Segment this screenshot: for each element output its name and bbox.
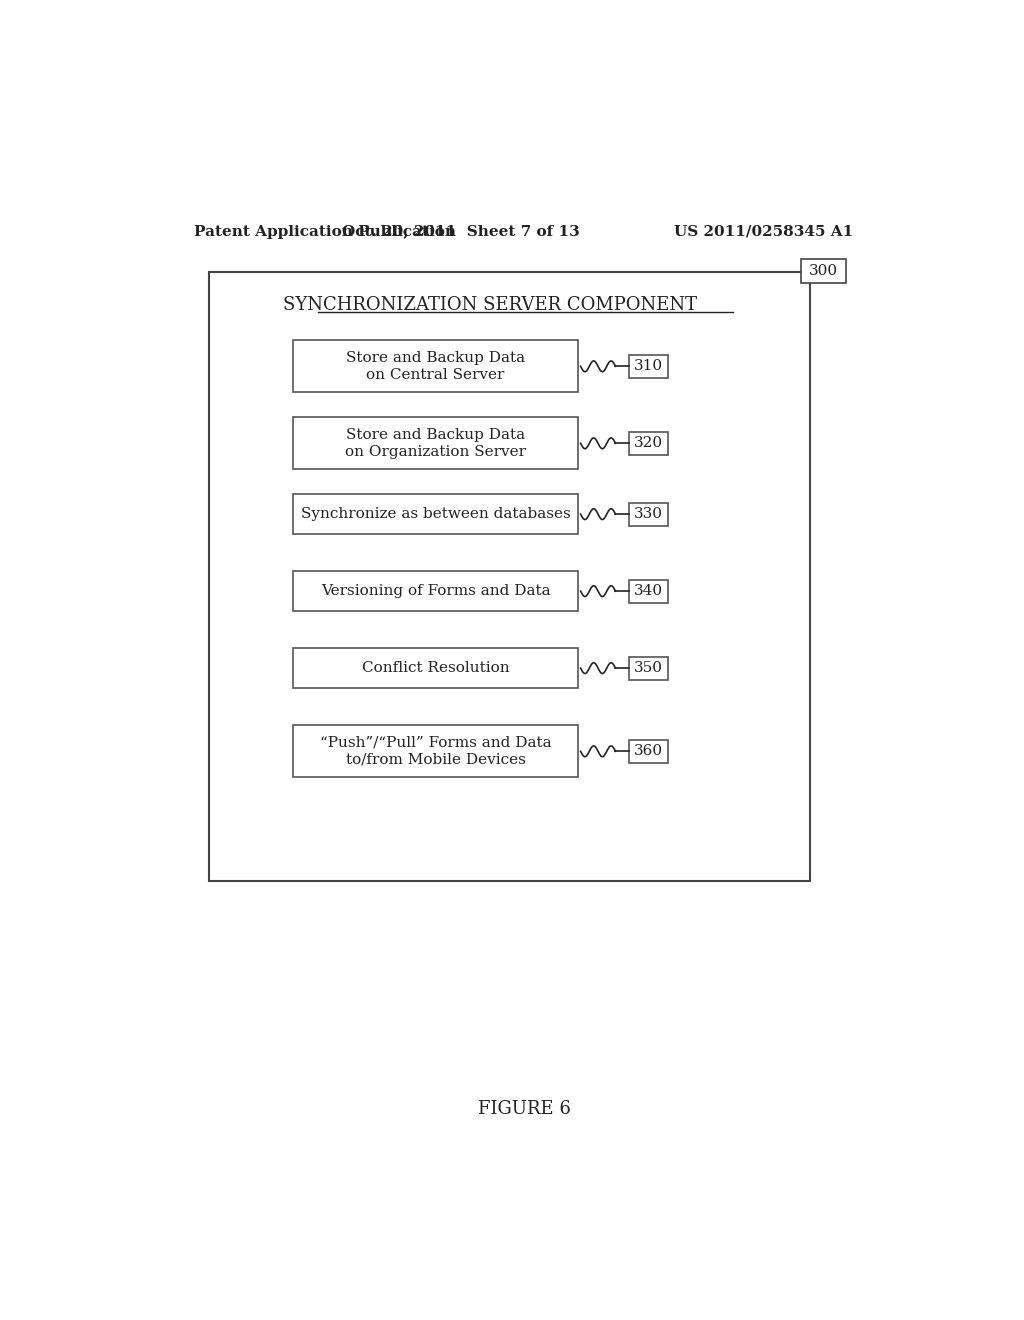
Text: “Push”/“Pull” Forms and Data: “Push”/“Pull” Forms and Data bbox=[319, 735, 552, 750]
FancyBboxPatch shape bbox=[630, 656, 669, 680]
Text: 350: 350 bbox=[634, 661, 664, 675]
Text: Store and Backup Data: Store and Backup Data bbox=[346, 351, 525, 364]
Text: on Organization Server: on Organization Server bbox=[345, 445, 526, 459]
Text: SYNCHRONIZATION SERVER COMPONENT: SYNCHRONIZATION SERVER COMPONENT bbox=[284, 296, 697, 314]
FancyBboxPatch shape bbox=[630, 432, 669, 455]
Text: FIGURE 6: FIGURE 6 bbox=[478, 1101, 571, 1118]
FancyBboxPatch shape bbox=[630, 739, 669, 763]
Text: Oct. 20, 2011  Sheet 7 of 13: Oct. 20, 2011 Sheet 7 of 13 bbox=[342, 224, 581, 239]
FancyBboxPatch shape bbox=[293, 725, 579, 777]
FancyBboxPatch shape bbox=[293, 572, 579, 611]
Text: 310: 310 bbox=[634, 359, 664, 374]
Text: Store and Backup Data: Store and Backup Data bbox=[346, 428, 525, 442]
Text: 320: 320 bbox=[634, 437, 664, 450]
FancyBboxPatch shape bbox=[293, 417, 579, 470]
Text: 300: 300 bbox=[809, 264, 838, 277]
Text: 340: 340 bbox=[634, 585, 664, 598]
FancyBboxPatch shape bbox=[630, 579, 669, 603]
FancyBboxPatch shape bbox=[630, 503, 669, 525]
FancyBboxPatch shape bbox=[293, 341, 579, 392]
Text: on Central Server: on Central Server bbox=[367, 368, 505, 381]
FancyBboxPatch shape bbox=[630, 355, 669, 378]
Text: 330: 330 bbox=[634, 507, 664, 521]
Text: US 2011/0258345 A1: US 2011/0258345 A1 bbox=[674, 224, 853, 239]
Text: Patent Application Publication: Patent Application Publication bbox=[194, 224, 456, 239]
FancyBboxPatch shape bbox=[293, 494, 579, 535]
Text: Conflict Resolution: Conflict Resolution bbox=[361, 661, 510, 675]
Text: 360: 360 bbox=[634, 744, 664, 758]
Text: Versioning of Forms and Data: Versioning of Forms and Data bbox=[321, 585, 551, 598]
FancyBboxPatch shape bbox=[293, 648, 579, 688]
FancyBboxPatch shape bbox=[801, 259, 846, 284]
Text: Synchronize as between databases: Synchronize as between databases bbox=[301, 507, 570, 521]
Text: to/from Mobile Devices: to/from Mobile Devices bbox=[346, 752, 525, 767]
